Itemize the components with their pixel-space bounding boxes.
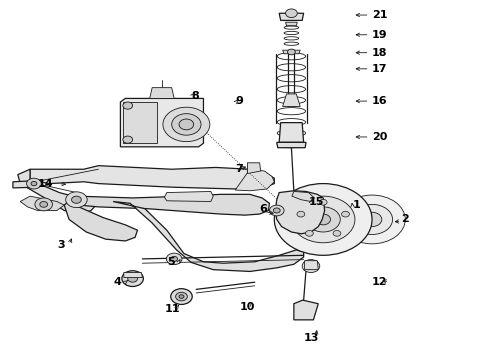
Circle shape xyxy=(288,49,295,55)
Polygon shape xyxy=(30,166,274,189)
Circle shape xyxy=(274,184,372,255)
Polygon shape xyxy=(20,196,64,211)
Circle shape xyxy=(351,204,392,234)
Circle shape xyxy=(123,102,133,109)
Text: 1: 1 xyxy=(352,200,360,210)
Text: 8: 8 xyxy=(191,91,199,101)
Polygon shape xyxy=(292,192,315,202)
Circle shape xyxy=(273,208,280,213)
Polygon shape xyxy=(275,191,325,234)
Circle shape xyxy=(26,178,41,189)
Text: 6: 6 xyxy=(260,204,268,214)
Polygon shape xyxy=(279,13,304,21)
Polygon shape xyxy=(294,300,318,320)
Circle shape xyxy=(306,207,340,232)
Circle shape xyxy=(166,253,182,265)
Polygon shape xyxy=(113,202,304,271)
Circle shape xyxy=(302,260,320,273)
Text: 16: 16 xyxy=(372,96,388,106)
Circle shape xyxy=(316,214,331,225)
Circle shape xyxy=(123,136,133,143)
Circle shape xyxy=(342,211,349,217)
Text: 2: 2 xyxy=(401,215,409,224)
Circle shape xyxy=(171,256,177,261)
Circle shape xyxy=(362,212,382,226)
Polygon shape xyxy=(18,169,96,214)
Text: 18: 18 xyxy=(372,48,388,58)
Circle shape xyxy=(66,192,87,208)
Polygon shape xyxy=(247,163,261,174)
Text: 15: 15 xyxy=(309,197,324,207)
Circle shape xyxy=(31,181,37,186)
Polygon shape xyxy=(277,142,306,148)
Text: 10: 10 xyxy=(240,302,255,312)
Text: 11: 11 xyxy=(164,304,180,314)
Polygon shape xyxy=(283,94,300,107)
Circle shape xyxy=(128,275,138,282)
Circle shape xyxy=(72,196,81,203)
Circle shape xyxy=(270,205,284,216)
Circle shape xyxy=(179,295,184,298)
Circle shape xyxy=(163,107,210,141)
Polygon shape xyxy=(286,22,297,26)
Polygon shape xyxy=(64,194,138,241)
Circle shape xyxy=(292,196,355,243)
Text: 9: 9 xyxy=(235,96,243,106)
Circle shape xyxy=(172,114,201,135)
Circle shape xyxy=(179,119,194,130)
Text: 5: 5 xyxy=(167,257,174,267)
Circle shape xyxy=(307,263,315,269)
Circle shape xyxy=(171,289,192,305)
Circle shape xyxy=(122,271,144,287)
Polygon shape xyxy=(164,192,213,202)
Text: 17: 17 xyxy=(372,64,388,74)
Circle shape xyxy=(339,195,405,244)
Text: 7: 7 xyxy=(235,164,243,174)
Polygon shape xyxy=(235,169,274,191)
Text: 14: 14 xyxy=(37,179,53,189)
Text: 21: 21 xyxy=(372,10,388,20)
Polygon shape xyxy=(123,102,157,143)
Circle shape xyxy=(319,199,327,205)
Circle shape xyxy=(175,292,187,301)
Polygon shape xyxy=(124,273,143,278)
Text: 4: 4 xyxy=(113,277,121,287)
Circle shape xyxy=(35,198,52,211)
Text: 12: 12 xyxy=(372,277,388,287)
Polygon shape xyxy=(121,98,203,147)
Text: 20: 20 xyxy=(372,132,388,142)
Polygon shape xyxy=(279,123,304,142)
Circle shape xyxy=(286,9,297,18)
Text: 19: 19 xyxy=(372,30,388,40)
Polygon shape xyxy=(305,261,318,270)
Polygon shape xyxy=(150,87,174,98)
Polygon shape xyxy=(76,194,270,215)
Circle shape xyxy=(305,230,313,236)
Text: 13: 13 xyxy=(304,333,319,343)
Circle shape xyxy=(333,230,341,236)
Polygon shape xyxy=(13,181,40,188)
Circle shape xyxy=(40,202,48,207)
Polygon shape xyxy=(283,50,300,54)
Circle shape xyxy=(297,211,305,217)
Text: 3: 3 xyxy=(57,239,65,249)
